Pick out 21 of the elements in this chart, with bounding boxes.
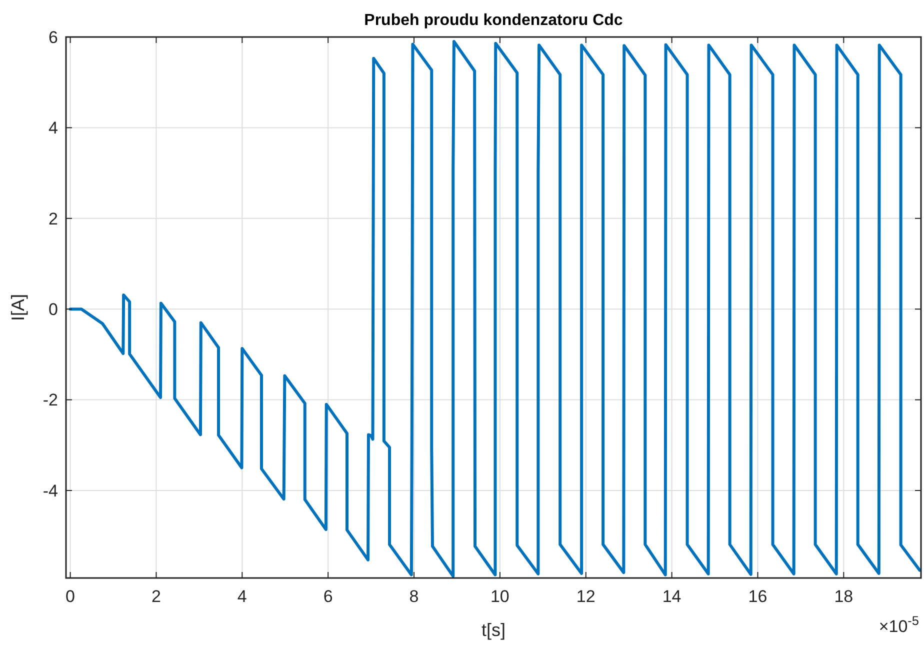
x-tick-label: 10: [490, 587, 510, 606]
x-tick-label: 16: [748, 587, 768, 606]
x-tick-label: 2: [151, 587, 161, 606]
y-tick-label: -2: [42, 390, 58, 410]
x-tick-label: 12: [576, 587, 596, 606]
x-tick-label: 6: [323, 587, 333, 606]
x-tick-label: 18: [834, 587, 854, 606]
x-tick-label: 14: [662, 587, 682, 606]
x-tick-label: 0: [66, 587, 76, 606]
x-tick-label: 8: [409, 587, 419, 606]
y-tick-label: 0: [48, 300, 58, 320]
y-tick-label: 4: [48, 118, 58, 138]
x-axis-title: t[s]: [481, 620, 506, 640]
chart-title: Prubeh proudu kondenzatoru Cdc: [364, 12, 623, 29]
y-tick-label: -4: [42, 481, 58, 500]
x-tick-label: 4: [237, 587, 247, 606]
y-tick-label: 6: [48, 28, 58, 47]
text: ×10$^{-5}$: [878, 612, 919, 636]
y-axis-title: I[A]: [8, 294, 28, 322]
line-series: [68, 40, 921, 578]
y-tick-label: 2: [48, 209, 58, 228]
